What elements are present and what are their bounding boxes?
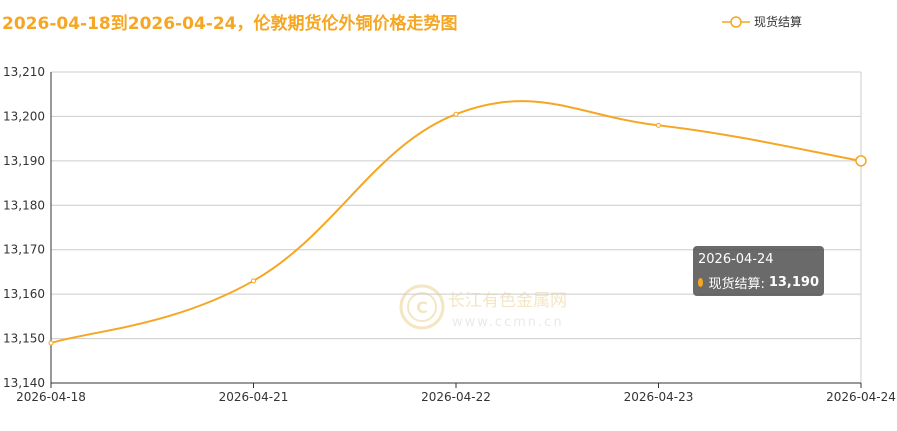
x-tick-label: 2026-04-21 — [219, 390, 289, 404]
y-tick-label: 13,140 — [3, 376, 45, 390]
data-point[interactable] — [453, 111, 459, 117]
y-tick-label: 13,180 — [3, 198, 45, 212]
x-axis-labels: 2026-04-18 2026-04-21 2026-04-22 2026-04-23… — [16, 390, 896, 404]
data-point[interactable] — [48, 340, 54, 346]
tooltip-value: 13,190 — [768, 275, 819, 290]
x-tick-label: 2026-04-23 — [624, 390, 694, 404]
watermark-name: 长江有色金属网 — [448, 291, 567, 311]
data-point[interactable] — [251, 278, 256, 284]
legend-label: 现货结算 — [754, 14, 802, 29]
x-tick-label: 2026-04-18 — [16, 390, 86, 404]
x-tick-label: 2026-04-22 — [421, 390, 491, 404]
y-tick-label: 13,150 — [3, 332, 45, 346]
watermark: C 长江有色金属网 www.ccmn.cn — [399, 284, 567, 330]
y-tick-label: 13,200 — [3, 109, 45, 123]
axes — [50, 72, 862, 388]
y-tick-label: 13,190 — [3, 154, 45, 168]
data-point[interactable] — [855, 155, 867, 167]
tooltip-series-label: 现货结算: — [708, 277, 765, 292]
legend[interactable]: 现货结算 — [722, 14, 802, 29]
watermark-logo-icon — [399, 284, 445, 330]
data-point[interactable] — [656, 122, 661, 128]
svg-text:C: C — [416, 298, 428, 317]
tooltip: 2026-04-24 现货结算: 13,190 — [693, 246, 824, 296]
x-tick-label: 2026-04-24 — [826, 390, 896, 404]
tooltip-date: 2026-04-24 — [698, 252, 774, 267]
y-tick-label: 13,210 — [3, 65, 45, 79]
y-axis-labels: 13,140 13,150 13,160 13,170 13,180 13,190 13,2… — [3, 65, 45, 390]
watermark-url: www.ccmn.cn — [452, 315, 564, 330]
chart-title: 2026-04-18到2026-04-24，伦敦期货伦外铜价格走势图 — [2, 14, 458, 34]
y-tick-label: 13,160 — [3, 287, 45, 301]
data-points — [48, 111, 867, 346]
y-tick-label: 13,170 — [3, 243, 45, 257]
legend-marker-icon — [730, 16, 742, 28]
tooltip-series-dot-icon — [698, 278, 704, 287]
